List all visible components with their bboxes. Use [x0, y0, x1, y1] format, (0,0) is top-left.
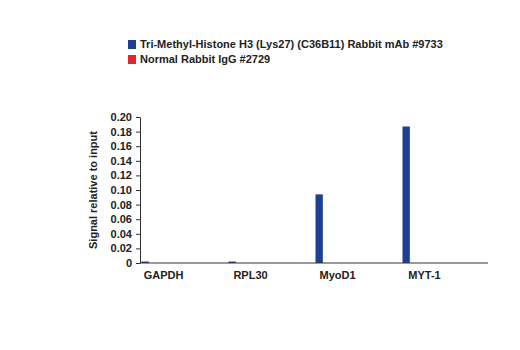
y-tick-label: 0.02 — [111, 242, 132, 254]
chart: 0 0.02 0.04 0.06 0.08 0.10 0.12 0.14 0.16 0.18 0.2… — [0, 0, 520, 350]
bar — [403, 126, 410, 263]
y-tick-mark — [136, 146, 140, 147]
legend: Tri-Methyl-Histone H3 (Lys27) (C36B11) R… — [128, 38, 443, 65]
x-tick-label: MYT-1 — [408, 269, 440, 281]
y-tick-mark — [136, 161, 140, 162]
legend-label: Normal Rabbit IgG #2729 — [140, 53, 270, 65]
y-tick-label: 0.10 — [111, 184, 132, 196]
y-tick: 0.16 — [111, 140, 140, 152]
y-tick-label: 0.18 — [111, 126, 132, 138]
x-tick: MYT-1 — [408, 269, 440, 281]
bars — [142, 126, 410, 263]
legend-swatch — [128, 40, 136, 49]
y-tick-label: 0.20 — [111, 111, 132, 123]
y-axis-title: Signal relative to input — [87, 131, 99, 249]
y-tick: 0.08 — [111, 199, 140, 211]
y-tick: 0.10 — [111, 184, 140, 196]
y-tick-label: 0.06 — [111, 213, 132, 225]
y-tick-mark — [136, 248, 140, 249]
x-axis: GAPDH RPL30 MyoD1 MYT-1 — [144, 269, 441, 281]
x-tick-label: GAPDH — [144, 269, 184, 281]
y-tick-mark — [136, 190, 140, 191]
x-tick: RPL30 — [233, 269, 267, 281]
x-tick: MyoD1 — [319, 269, 355, 281]
y-tick-label: 0.08 — [111, 199, 132, 211]
x-axis-line — [140, 263, 488, 264]
y-tick: 0 — [126, 257, 140, 269]
legend-swatch — [128, 55, 136, 64]
y-tick: 0.14 — [111, 155, 140, 167]
y-tick: 0.20 — [111, 111, 140, 123]
bar — [316, 194, 323, 263]
y-tick: 0.06 — [111, 213, 140, 225]
y-tick-mark — [136, 175, 140, 176]
y-tick-label: 0.04 — [111, 228, 133, 240]
y-tick-label: 0 — [126, 257, 132, 269]
y-tick-mark — [136, 234, 140, 235]
y-tick-label: 0.16 — [111, 140, 132, 152]
x-tick: GAPDH — [144, 269, 184, 281]
y-tick-mark — [136, 117, 140, 118]
y-tick-label: 0.12 — [111, 169, 132, 181]
y-tick-mark — [136, 205, 140, 206]
y-tick: 0.04 — [111, 228, 140, 240]
y-tick: 0.12 — [111, 169, 140, 181]
y-axis-line — [140, 118, 141, 264]
y-axis: 0 0.02 0.04 0.06 0.08 0.10 0.12 0.14 0.16 0.18 0.2… — [111, 111, 141, 269]
y-tick: 0.18 — [111, 126, 140, 138]
y-tick-mark — [136, 263, 140, 264]
y-tick: 0.02 — [111, 242, 140, 254]
x-tick-label: MyoD1 — [319, 269, 355, 281]
y-tick-mark — [136, 219, 140, 220]
legend-label: Tri-Methyl-Histone H3 (Lys27) (C36B11) R… — [140, 38, 443, 50]
x-tick-label: RPL30 — [233, 269, 267, 281]
y-tick-label: 0.14 — [111, 155, 133, 167]
y-tick-mark — [136, 132, 140, 133]
